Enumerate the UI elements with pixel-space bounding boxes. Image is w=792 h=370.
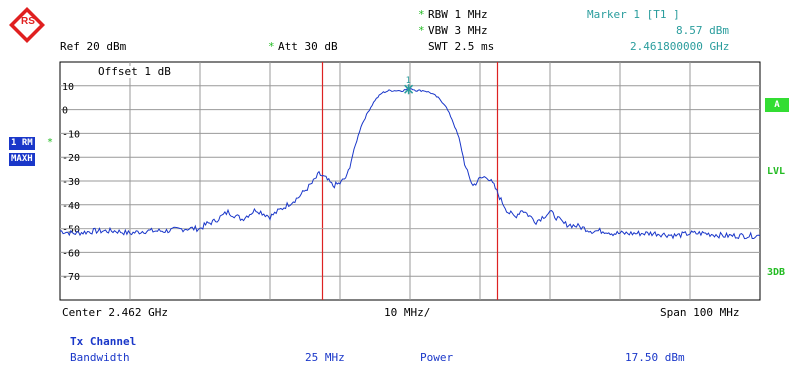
power-label: Power xyxy=(420,351,454,364)
div-label: 10 MHz/ xyxy=(384,306,431,319)
marker-1-symbol xyxy=(404,84,414,95)
y-tick-label: -40 xyxy=(62,201,80,212)
a-badge[interactable]: A xyxy=(765,98,789,112)
spectrum-trace xyxy=(59,87,761,240)
marker-title: Marker 1 [T1 ] xyxy=(587,8,680,21)
ref-level-label[interactable]: Ref 20 dBm xyxy=(60,40,127,53)
channel-boundary-lines xyxy=(60,62,760,300)
marker-1-label: 1 xyxy=(406,76,411,86)
marker-group[interactable]: 1 xyxy=(404,76,414,95)
y-tick-label: -30 xyxy=(62,177,80,188)
y-tick-label: -10 xyxy=(62,129,80,140)
3db-label: 3DB xyxy=(767,267,786,278)
vbw-label[interactable]: VBW 3 MHz xyxy=(428,24,488,37)
rbw-star: * xyxy=(418,8,425,21)
center-frequency-label[interactable]: Center 2.462 GHz xyxy=(62,306,168,319)
span-label[interactable]: Span 100 MHz xyxy=(660,306,740,319)
trace-star: * xyxy=(47,137,54,148)
y-tick-label: -60 xyxy=(62,248,80,259)
logo-text: RS xyxy=(21,16,35,27)
swt-label[interactable]: SWT 2.5 ms xyxy=(428,40,495,53)
att-star: * xyxy=(268,40,275,53)
marker-level: 8.57 dBm xyxy=(676,24,729,37)
marker-frequency: 2.461800000 GHz xyxy=(630,40,730,53)
y-tick-label: 0 xyxy=(62,106,68,117)
offset-label: Offset 1 dB xyxy=(96,65,173,78)
bandwidth-value: 25 MHz xyxy=(305,351,345,364)
lvl-label: LVL xyxy=(767,166,786,177)
tx-channel-title: Tx Channel xyxy=(70,335,137,348)
y-tick-label: -20 xyxy=(62,153,80,164)
detector-badge[interactable]: MAXH xyxy=(9,153,35,166)
trace-mode-badge[interactable]: 1 RM xyxy=(9,137,35,150)
rbw-label[interactable]: RBW 1 MHz xyxy=(428,8,488,21)
power-value: 17.50 dBm xyxy=(625,351,685,364)
y-tick-label: -70 xyxy=(62,272,80,283)
y-tick-label: 10 xyxy=(62,82,74,93)
bandwidth-label: Bandwidth xyxy=(70,351,130,364)
attenuation-label[interactable]: Att 30 dB xyxy=(278,40,338,53)
rs-logo-icon: RS xyxy=(9,7,45,43)
vbw-star: * xyxy=(418,24,425,37)
trace-group xyxy=(59,87,761,240)
